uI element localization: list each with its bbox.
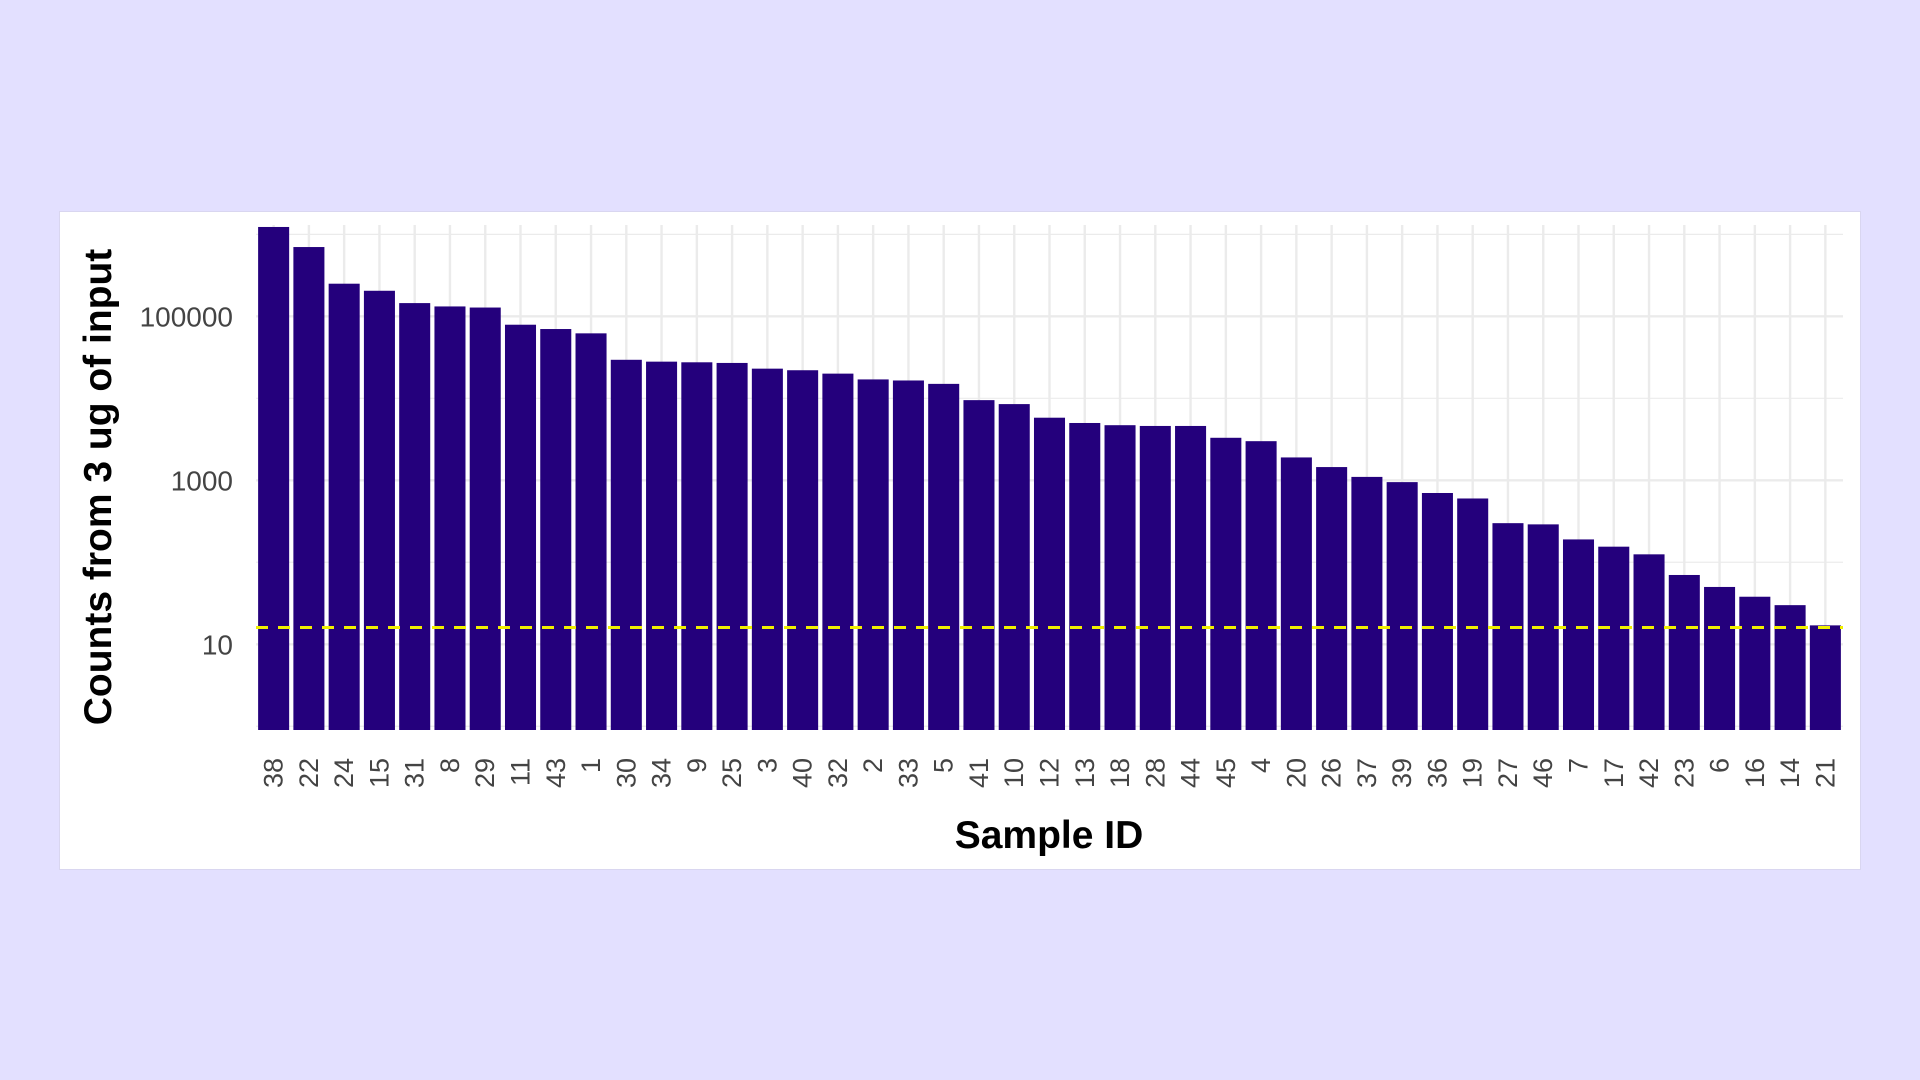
x-tick-label: 32 bbox=[823, 758, 853, 788]
y-tick-label: 100000 bbox=[140, 301, 233, 332]
x-tick-label: 20 bbox=[1281, 758, 1311, 788]
x-tick-label: 41 bbox=[964, 758, 994, 788]
x-tick-label: 29 bbox=[470, 758, 500, 788]
bar-33 bbox=[892, 380, 924, 730]
bar-41 bbox=[963, 400, 995, 730]
x-tick-label: 16 bbox=[1740, 758, 1770, 788]
bar-37 bbox=[1351, 476, 1383, 730]
bar-29 bbox=[469, 307, 501, 730]
bar-45 bbox=[1210, 437, 1242, 730]
x-tick-label: 3 bbox=[752, 758, 782, 773]
x-tick-label: 6 bbox=[1705, 758, 1735, 773]
y-tick-label: 10 bbox=[202, 629, 233, 660]
bar-1 bbox=[575, 333, 607, 730]
bar-15 bbox=[363, 290, 395, 730]
x-tick-label: 21 bbox=[1810, 758, 1840, 788]
bar-36 bbox=[1421, 492, 1453, 730]
bar-30 bbox=[610, 359, 642, 730]
x-tick-label: 40 bbox=[788, 758, 818, 788]
x-tick-label: 13 bbox=[1070, 758, 1100, 788]
x-tick-label: 43 bbox=[541, 758, 571, 788]
x-tick-label: 8 bbox=[435, 758, 465, 773]
bar-3 bbox=[751, 368, 783, 730]
bar-42 bbox=[1633, 554, 1665, 730]
bar-5 bbox=[928, 383, 960, 730]
x-tick-label: 5 bbox=[929, 758, 959, 773]
x-tick-label: 45 bbox=[1211, 758, 1241, 788]
x-tick-label: 7 bbox=[1564, 758, 1594, 773]
bar-8 bbox=[434, 306, 466, 730]
x-tick-label: 9 bbox=[682, 758, 712, 773]
bar-19 bbox=[1457, 498, 1489, 730]
x-tick-label: 24 bbox=[329, 758, 359, 788]
x-tick-label: 38 bbox=[259, 758, 289, 788]
bar-39 bbox=[1386, 482, 1418, 730]
x-tick-label: 22 bbox=[294, 758, 324, 788]
bar-22 bbox=[293, 247, 325, 731]
bar-16 bbox=[1739, 596, 1771, 730]
bar-25 bbox=[716, 362, 748, 730]
x-tick-label: 10 bbox=[999, 758, 1029, 788]
x-tick-label: 1 bbox=[576, 758, 606, 773]
bar-7 bbox=[1562, 539, 1595, 730]
bar-4 bbox=[1245, 441, 1277, 730]
x-tick-label: 18 bbox=[1105, 758, 1135, 788]
x-tick-label: 25 bbox=[717, 758, 747, 788]
bar-20 bbox=[1280, 457, 1312, 730]
x-tick-label: 30 bbox=[611, 758, 641, 788]
bar-18 bbox=[1104, 425, 1136, 730]
bar-38 bbox=[258, 226, 290, 730]
x-tick-label: 39 bbox=[1387, 758, 1417, 788]
x-tick-label: 27 bbox=[1493, 758, 1523, 788]
x-tick-label: 46 bbox=[1528, 758, 1558, 788]
bar-31 bbox=[399, 303, 431, 730]
bar-13 bbox=[1069, 422, 1101, 730]
x-tick-label: 36 bbox=[1422, 758, 1452, 788]
bar-17 bbox=[1598, 546, 1630, 730]
x-tick-label: 26 bbox=[1317, 758, 1347, 788]
bar-32 bbox=[822, 373, 854, 730]
bar-12 bbox=[1033, 417, 1066, 730]
bar-11 bbox=[504, 324, 537, 730]
bar-26 bbox=[1316, 467, 1348, 730]
y-tick-label: 1000 bbox=[171, 465, 233, 496]
x-tick-label: 44 bbox=[1176, 758, 1206, 788]
bar-43 bbox=[540, 329, 572, 730]
x-tick-label: 4 bbox=[1246, 758, 1276, 773]
y-axis-title: Counts from 3 ug of input bbox=[77, 249, 120, 726]
x-tick-label: 12 bbox=[1035, 758, 1065, 788]
chart-panel: 10 1000 100000 38 22 24 15 31 8 29 11 43 1 30 34 9 25 3 4… bbox=[59, 211, 1861, 870]
x-tick-labels: 38 22 24 15 31 8 29 11 43 1 30 34 9 25 3 40 32 2 33 5 41 10 12… bbox=[259, 758, 1841, 788]
bar-34 bbox=[646, 361, 678, 730]
x-tick-label: 23 bbox=[1669, 758, 1699, 788]
bar-6 bbox=[1704, 586, 1736, 730]
x-tick-label: 42 bbox=[1634, 758, 1664, 788]
x-tick-label: 28 bbox=[1140, 758, 1170, 788]
x-tick-label: 34 bbox=[647, 758, 677, 788]
x-tick-label: 11 bbox=[506, 758, 536, 786]
x-tick-label: 17 bbox=[1599, 758, 1629, 788]
y-tick-labels: 10 1000 100000 bbox=[140, 301, 233, 660]
bar-40 bbox=[787, 370, 819, 730]
bar-10 bbox=[998, 404, 1030, 730]
x-tick-label: 2 bbox=[858, 758, 888, 773]
bar-14 bbox=[1774, 605, 1806, 730]
bars bbox=[258, 226, 1841, 731]
bar-24 bbox=[328, 283, 360, 730]
x-tick-label: 15 bbox=[364, 758, 394, 788]
bar-44 bbox=[1175, 425, 1207, 730]
bar-9 bbox=[681, 362, 713, 730]
x-tick-label: 31 bbox=[400, 758, 430, 788]
bar-2 bbox=[857, 379, 889, 730]
x-tick-label: 37 bbox=[1352, 758, 1382, 788]
x-tick-label: 14 bbox=[1775, 758, 1805, 788]
x-axis-title: Sample ID bbox=[955, 814, 1144, 857]
bar-21 bbox=[1809, 625, 1841, 730]
bar-28 bbox=[1139, 425, 1171, 730]
bar-23 bbox=[1668, 574, 1700, 730]
x-tick-label: 33 bbox=[893, 758, 923, 788]
x-tick-label: 19 bbox=[1458, 758, 1488, 788]
